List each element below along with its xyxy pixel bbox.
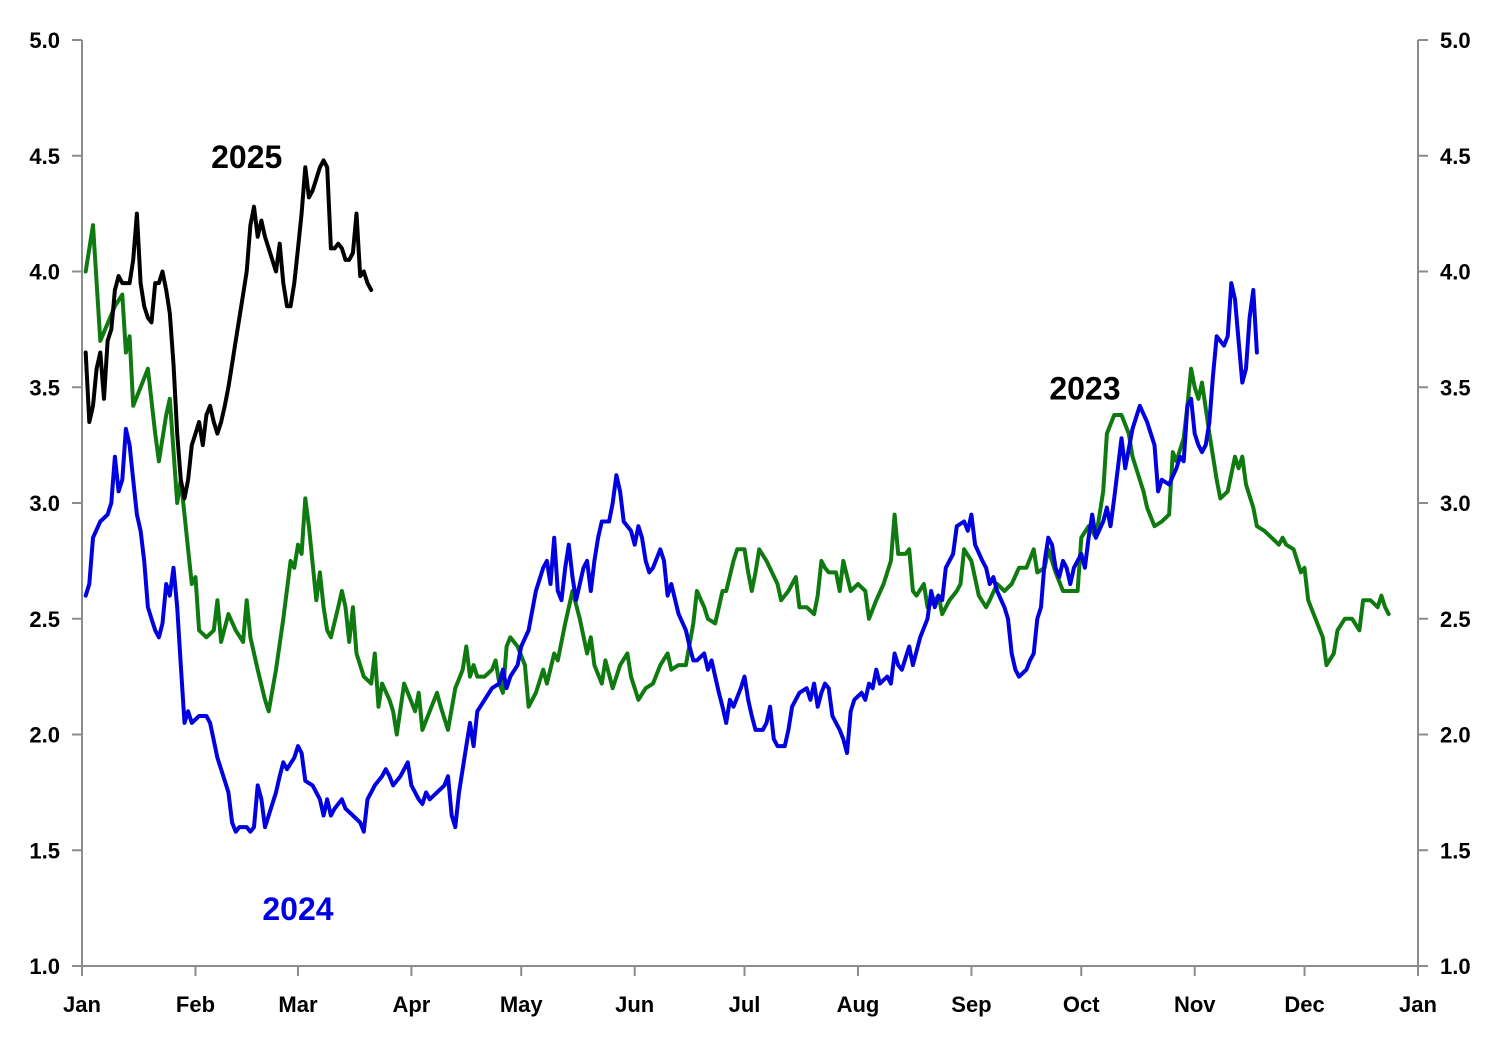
y-tick-label-right: 5.0	[1440, 28, 1471, 53]
y-tick-label-left: 4.0	[29, 260, 60, 285]
x-tick-label: Oct	[1063, 992, 1100, 1017]
series-labels: 2025 2024 2023	[211, 139, 1120, 927]
x-tick-label: Jul	[729, 992, 761, 1017]
y-tick-label-left: 2.0	[29, 723, 60, 748]
y-tick-label-right: 3.0	[1440, 491, 1471, 516]
y-tick-label-right: 4.0	[1440, 260, 1471, 285]
y-tick-label-left: 1.5	[29, 838, 60, 863]
y-tick-label-left: 2.5	[29, 607, 60, 632]
x-tick-label: Jun	[615, 992, 654, 1017]
y-axis-left-ticks: 1.0 1.5 2.0 2.5 3.0 3.5 4.0 4.5 5.0	[29, 28, 82, 979]
y-tick-label-right: 2.5	[1440, 607, 1471, 632]
x-tick-label: Apr	[392, 992, 430, 1017]
chart-axes	[81, 40, 1419, 967]
y-tick-label-right: 1.5	[1440, 838, 1471, 863]
y-tick-label-left: 3.0	[29, 491, 60, 516]
x-axis-ticks: Jan Feb Mar Apr May Jun Jul Aug Sep Oct Nov Dec Jan	[63, 966, 1437, 1017]
y-tick-label-left: 5.0	[29, 28, 60, 53]
x-tick-label: Jan	[1399, 992, 1437, 1017]
series-label-2023: 2023	[1049, 370, 1120, 406]
y-tick-label-left: 1.0	[29, 954, 60, 979]
x-tick-label: Sep	[951, 992, 991, 1017]
y-tick-label-left: 4.5	[29, 144, 60, 169]
series-line-2025	[83, 158, 374, 501]
y-tick-label-right: 1.0	[1440, 954, 1471, 979]
x-tick-label: May	[500, 992, 544, 1017]
x-tick-label: Nov	[1174, 992, 1216, 1017]
y-tick-label-left: 3.5	[29, 375, 60, 400]
series-line-2024	[83, 281, 1259, 834]
y-tick-label-right: 2.0	[1440, 723, 1471, 748]
series-label-2025: 2025	[211, 139, 282, 175]
x-tick-label: Mar	[278, 992, 318, 1017]
x-tick-label: Jan	[63, 992, 101, 1017]
x-tick-label: Feb	[176, 992, 215, 1017]
x-tick-label: Aug	[837, 992, 880, 1017]
x-tick-label: Dec	[1284, 992, 1324, 1017]
y-tick-label-right: 3.5	[1440, 375, 1471, 400]
series-lines	[83, 158, 1391, 834]
series-line-2023	[83, 223, 1391, 737]
y-tick-label-right: 4.5	[1440, 144, 1471, 169]
series-label-2024: 2024	[262, 891, 333, 927]
y-axis-right-ticks: 1.0 1.5 2.0 2.5 3.0 3.5 4.0 4.5 5.0	[1418, 28, 1471, 979]
